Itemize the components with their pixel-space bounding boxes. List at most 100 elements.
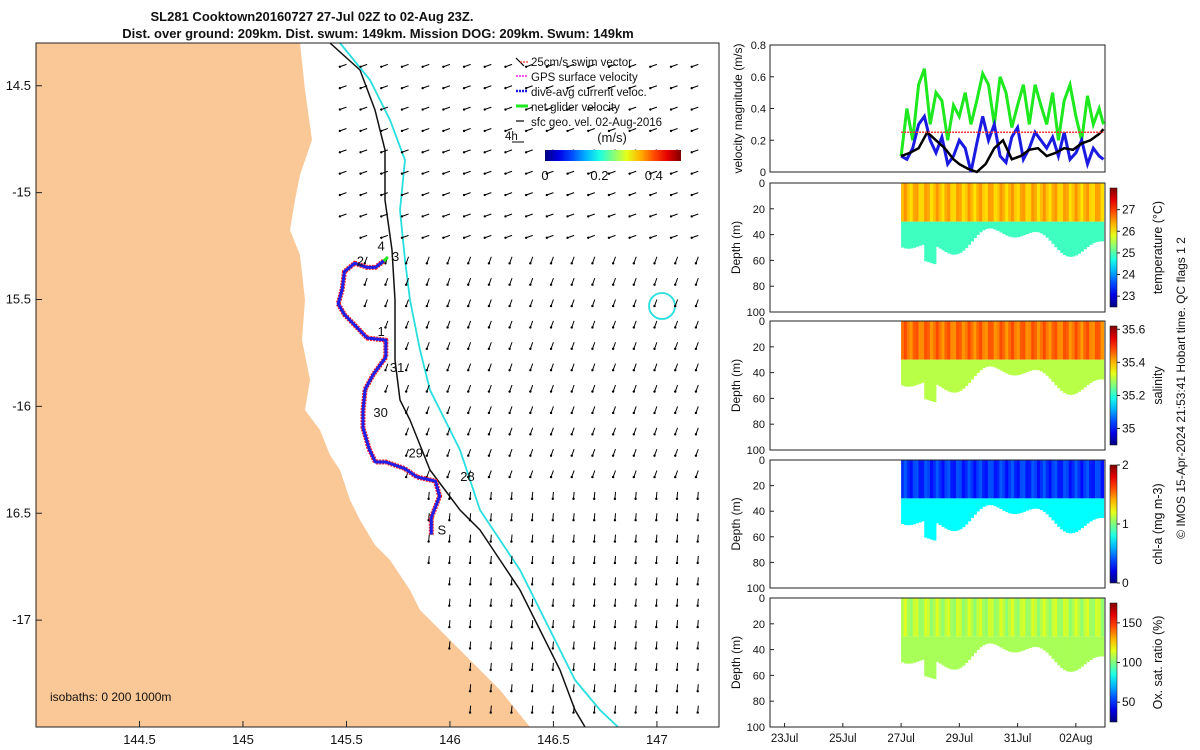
geo-vector-head [421,151,424,154]
salinity-frame [769,320,1106,451]
temperature-cell [1022,221,1027,236]
oxygen-cell [982,636,986,646]
chl-a-cell [1089,498,1093,522]
oxygen-cell [906,598,911,637]
salinity-cell [982,321,986,360]
chl-a-cell [1048,498,1053,518]
geo-vector-head [483,193,486,197]
chl-a-cell [1051,498,1055,521]
geo-vector-head [690,172,693,175]
geo-vector-head [549,390,553,393]
time-x-tick-label: 27Jul [887,733,915,745]
geo-vector-head [669,172,673,175]
geo-vector-head [483,108,486,111]
oxygen-colorbar-tick-label: 100 [1122,656,1142,670]
geo-vector-head [669,236,673,239]
oxygen-cell [1037,636,1041,648]
geo-vector-head [446,454,449,457]
temperature-cell [979,221,983,233]
geo-vector-head [380,65,383,68]
chl-a-cell [987,498,992,506]
temperature-cell [909,183,914,222]
oxygen-cell [1045,598,1050,637]
salinity-cell [996,359,1001,369]
geo-vector-head [487,347,491,351]
geo-vector-head [649,236,652,239]
geo-vector-head [467,454,470,457]
geo-vector-head [504,65,507,68]
salinity-cell [1094,359,1099,381]
salinity-cell [941,321,946,360]
geo-vector-head [524,236,528,239]
geo-vector-head [634,647,637,650]
geo-vector-head [384,369,387,372]
temperature-cell [990,221,995,229]
chl-a-cell [984,460,989,499]
geo-vector-head [570,326,573,329]
chl-a-cell [1054,498,1058,524]
chl-a-cell [941,460,946,499]
temperature-cell [950,221,954,255]
temperature-cell [927,183,931,222]
temperature-colorbar-tick-label: 27 [1122,203,1136,217]
chl-a-cell [953,460,957,499]
geo-vector-head [649,65,652,68]
temperature-cell [930,183,934,222]
speed-colorbar-tick-label: 0.4 [645,168,663,183]
chl-a-cell [1025,460,1029,499]
oxygen-cell [912,598,917,637]
temperature-colorbar [1109,187,1118,308]
geo-vector-head [487,454,491,457]
geo-vector-head [549,347,553,351]
geo-vector-head [508,369,511,372]
geo-vector-head [549,326,553,329]
temperature-cell [1037,183,1041,222]
geo-vector-head [446,369,449,372]
geo-vector-head [404,390,408,393]
geo-vector-head [467,262,470,265]
geo-vector-head [530,711,534,714]
time-x-tick-label: 31Jul [1004,733,1032,745]
geo-vector-head [468,668,472,672]
geo-vector-head [607,215,611,218]
geo-vector-head [530,604,534,607]
chl-a-cell [1068,498,1073,534]
geo-vector-head [380,108,383,111]
credit-text: © IMOS 15-Apr-2024 21:53:41 Hobart time.… [1174,237,1188,539]
geo-vector-head [530,690,534,693]
salinity-cell [918,359,922,384]
geo-vector-head [655,647,658,650]
salinity-cell [901,321,905,360]
temperature-cell [990,183,995,222]
salinity-cell [982,359,986,369]
geo-vector-head [655,625,658,629]
chl-a-cell [901,460,905,499]
chl-a-cell [984,498,989,506]
salinity-cell [1068,359,1073,395]
oxygen-cell [1071,598,1076,637]
geo-vector-head [632,411,636,415]
salinity-cell [1083,359,1087,388]
oxygen-cell [1045,636,1050,653]
geo-vector-head [634,583,637,586]
temperature-cell [956,183,960,222]
salinity-y-tick-label: 100 [747,445,765,457]
temperature-cell [912,183,917,222]
salinity-cell [921,321,925,360]
chl-a-cell [1057,498,1061,527]
salinity-cell [979,321,983,360]
geo-vector-head [400,129,404,133]
geo-vector-head [380,193,383,197]
geo-vector-head [467,283,470,286]
temperature-cell [953,221,957,255]
salinity-cell [1051,321,1055,360]
geo-vector-head [566,193,569,197]
geo-vector-head [674,347,677,351]
oxygen-cell [967,636,972,660]
temperature-cell [906,183,911,222]
temperature-cell [1019,183,1024,222]
chl-a-cell [901,498,905,524]
geo-vector-head [591,390,594,393]
chl-a-cell [1063,460,1067,499]
oxygen-cell [982,598,986,637]
